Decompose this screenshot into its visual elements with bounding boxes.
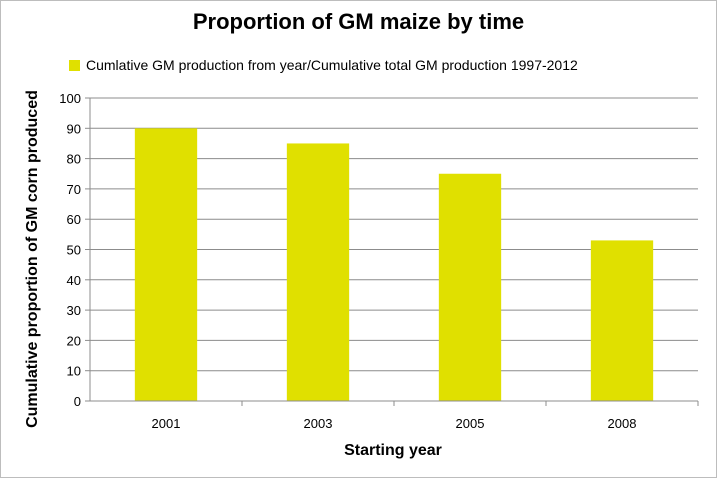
x-tick-label: 2001 (152, 416, 181, 431)
y-tick-label: 10 (67, 364, 81, 379)
y-tick-label: 60 (67, 212, 81, 227)
x-tick-labels: 2001 2003 2005 2008 (152, 416, 637, 431)
legend-label: Cumlative GM production from year/Cumula… (86, 57, 578, 73)
axes (89, 98, 699, 406)
y-tick-label: 0 (74, 394, 81, 409)
chart-title: Proportion of GM maize by time (192, 9, 525, 34)
y-tick-label: 90 (67, 121, 81, 136)
bars (134, 128, 654, 402)
y-tick-labels: 0 10 20 30 40 50 60 70 80 90 100 (59, 91, 81, 409)
y-tick-label: 100 (59, 91, 81, 106)
bar-2001 (134, 128, 198, 402)
x-tick-label: 2005 (456, 416, 485, 431)
bar-2005 (438, 173, 502, 401)
bar-2003 (286, 143, 350, 401)
y-tick-label: 50 (67, 243, 81, 258)
y-tick-label: 80 (67, 152, 81, 167)
y-tick-label: 70 (67, 182, 81, 197)
legend: Cumlative GM production from year/Cumula… (69, 57, 578, 73)
x-axis-label: Starting year (344, 442, 442, 459)
x-tick-label: 2008 (608, 416, 637, 431)
y-tick-label: 20 (67, 333, 81, 348)
legend-swatch (69, 59, 80, 71)
y-tick-label: 40 (67, 273, 81, 288)
y-tick-label: 30 (67, 303, 81, 318)
x-tick-label: 2003 (304, 416, 333, 431)
bar-2008 (590, 240, 654, 401)
